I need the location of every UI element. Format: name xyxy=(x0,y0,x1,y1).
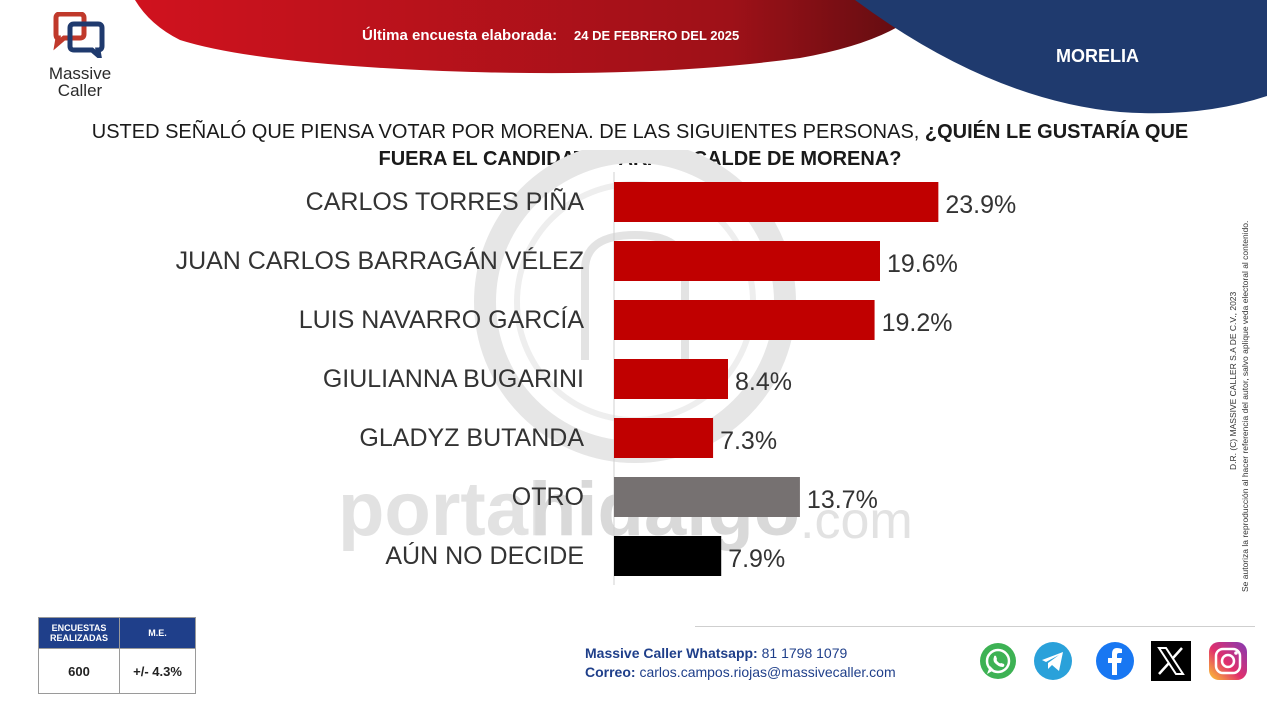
bar-otro xyxy=(614,477,800,517)
category-label-aun-no-decide: AÚN NO DECIDE xyxy=(385,541,584,570)
brand-name-line2: Caller xyxy=(57,81,103,100)
instagram-icon[interactable] xyxy=(1208,641,1248,681)
stats-me-value: +/- 4.3% xyxy=(119,648,196,694)
value-label-giulianna-bugarini: 8.4% xyxy=(735,368,792,396)
email-address[interactable]: carlos.campos.riojas@massivecaller.com xyxy=(639,664,896,680)
stats-header-me: M.E. xyxy=(119,617,196,649)
stats-header-encuestas: ENCUESTAS REALIZADAS xyxy=(38,617,120,649)
value-label-gladyz-butanda: 7.3% xyxy=(720,427,777,455)
bar-luis-navarro-garcia xyxy=(614,300,875,340)
value-label-juan-carlos-barragan-velez: 19.6% xyxy=(887,250,958,278)
whatsapp-number[interactable]: 81 1798 1079 xyxy=(761,645,848,661)
question-bold-1: ¿QUIÉN LE GUSTARÍA QUE xyxy=(924,121,1189,143)
telegram-icon[interactable] xyxy=(1033,641,1073,681)
bar-giulianna-bugarini xyxy=(614,359,728,399)
watermark-text-portal: portal xyxy=(338,467,549,552)
bar-carlos-torres-pina xyxy=(614,182,939,222)
whatsapp-label: Massive Caller Whatsapp: xyxy=(585,645,758,661)
category-label-gladyz-butanda: GLADYZ BUTANDA xyxy=(359,424,584,452)
reproduction-note: Se autoriza la reproducción al hacer ref… xyxy=(1240,221,1250,592)
reproduction-line2: Se autoriza la reproducción al hacer ref… xyxy=(1240,220,1250,592)
survey-date: 24 DE FEBRERO DEL 2025 xyxy=(574,28,740,43)
watermark-text-com: .com xyxy=(800,492,913,550)
header-background xyxy=(135,0,1267,114)
header-red-banner xyxy=(135,0,930,74)
question-normal: USTED SEÑALÓ QUE PIENSA VOTAR POR MORENA… xyxy=(91,121,925,143)
contact-email: Correo: carlos.campos.riojas@massivecall… xyxy=(585,664,896,680)
bar-juan-carlos-barragan-velez xyxy=(614,241,880,281)
survey-stats-table: ENCUESTAS REALIZADAS M.E. 600 +/- 4.3% xyxy=(38,617,196,694)
header-navy-shape xyxy=(855,0,1267,114)
massive-caller-logo-icon xyxy=(53,11,105,63)
city-name: MORELIA xyxy=(1056,46,1139,66)
category-label-luis-navarro-garcia: LUIS NAVARRO GARCÍA xyxy=(299,305,585,334)
value-label-aun-no-decide: 7.9% xyxy=(728,545,785,573)
category-label-giulianna-bugarini: GIULIANNA BUGARINI xyxy=(323,365,584,393)
email-label: Correo: xyxy=(585,664,636,680)
facebook-icon[interactable] xyxy=(1095,641,1135,681)
copyright-line1: D.R. (C) MASSIVE CALLER S.A DE C.V., 202… xyxy=(1228,291,1238,470)
value-label-luis-navarro-garcia: 19.2% xyxy=(882,309,953,337)
value-label-carlos-torres-pina: 23.9% xyxy=(945,191,1016,219)
survey-label: Última encuesta elaborada: xyxy=(362,27,558,44)
footer-divider xyxy=(695,626,1255,627)
bar-aun-no-decide xyxy=(614,536,722,576)
contact-whatsapp: Massive Caller Whatsapp: 81 1798 1079 xyxy=(585,645,847,661)
x-icon[interactable] xyxy=(1151,641,1191,681)
brand-name-line1: Massive xyxy=(48,64,112,83)
copyright-note: D.R. (C) MASSIVE CALLER S.A DE C.V., 202… xyxy=(1228,292,1238,470)
category-label-juan-carlos-barragan-velez: JUAN CARLOS BARRAGÁN VÉLEZ xyxy=(176,246,584,275)
category-label-otro: OTRO xyxy=(512,483,584,511)
bar-gladyz-butanda xyxy=(614,418,714,458)
logo: Massive Caller xyxy=(40,11,120,102)
category-label-carlos-torres-pina: CARLOS TORRES PIÑA xyxy=(306,187,585,216)
value-label-otro: 13.7% xyxy=(807,486,878,514)
stats-encuestas-value: 600 xyxy=(38,648,120,694)
whatsapp-icon[interactable] xyxy=(978,641,1018,681)
